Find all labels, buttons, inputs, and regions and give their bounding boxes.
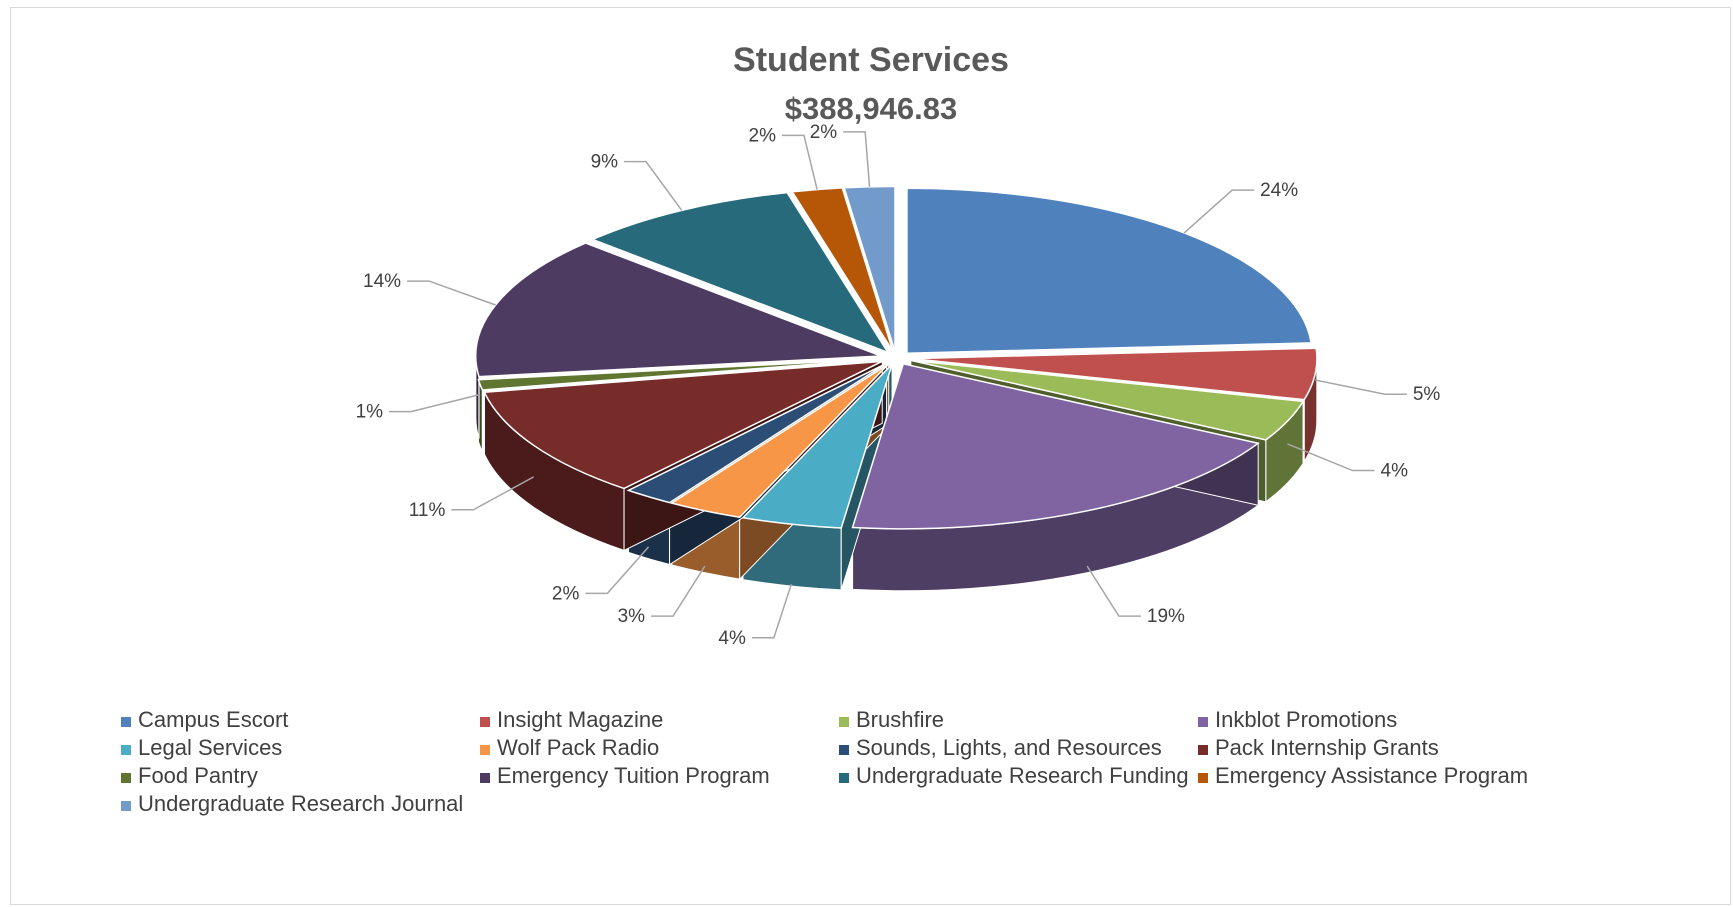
legend-swatch-emergency-assistance-program	[1198, 773, 1208, 783]
data-label-food-pantry: 1%	[356, 402, 384, 423]
data-label-brushfire: 4%	[1381, 461, 1409, 482]
legend-label-undergraduate-research-funding: Undergraduate Research Funding	[856, 763, 1189, 788]
slice-pack-internship-grants	[483, 360, 883, 490]
leader-line-pack-internship-grants	[451, 476, 534, 511]
slice-wolf-pack-radio	[669, 363, 890, 519]
pie-top-faces	[475, 185, 1318, 530]
chart-area: Student Services $388,946.83 24% 5% 4% 19% 4…	[10, 7, 1731, 905]
data-label-pack-internship-grants: 11%	[409, 500, 446, 521]
leader-line-campus-escort	[1183, 189, 1255, 234]
legend-swatch-legal-services	[121, 745, 131, 755]
data-label-sounds-lights-and-resources: 2%	[552, 583, 580, 604]
legend-label-undergraduate-research-journal: Undergraduate Research Journal	[138, 791, 463, 816]
legend-label-insight-magazine: Insight Magazine	[497, 707, 663, 732]
slice-brushfire	[910, 359, 1305, 441]
data-labels: 24% 5% 4% 19% 4% 3% 2% 11% 1% 14% 9% 2% 2%	[356, 122, 1441, 649]
leader-line-wolf-pack-radio	[651, 565, 706, 617]
leader-line-brushfire	[1287, 443, 1375, 472]
legend-swatch-undergraduate-research-journal	[121, 801, 131, 811]
legend-label-emergency-tuition-program: Emergency Tuition Program	[497, 763, 770, 788]
leader-line-undergraduate-research-funding	[624, 160, 683, 211]
data-label-emergency-assistance-program: 2%	[749, 125, 777, 146]
chart-title: Student Services	[733, 41, 1009, 79]
legend-label-brushfire: Brushfire	[856, 707, 944, 732]
leader-line-emergency-assistance-program	[781, 134, 818, 190]
chart-subtitle: $388,946.83	[785, 91, 957, 126]
legend: Campus Escort Insight Magazine Brushfire In…	[121, 707, 1528, 816]
leader-line-emergency-tuition-program	[407, 280, 496, 306]
slice-food-pantry	[477, 358, 881, 391]
legend-label-campus-escort: Campus Escort	[138, 707, 288, 732]
data-label-insight-magazine: 5%	[1413, 384, 1441, 405]
legend-swatch-pack-internship-grants	[1198, 745, 1208, 755]
legend-swatch-brushfire	[839, 717, 849, 727]
legend-label-food-pantry: Food Pantry	[138, 763, 258, 788]
legend-swatch-wolf-pack-radio	[480, 745, 490, 755]
legend-swatch-insight-magazine	[480, 717, 490, 727]
legend-label-inkblot-promotions: Inkblot Promotions	[1215, 707, 1397, 732]
legend-label-pack-internship-grants: Pack Internship Grants	[1215, 735, 1439, 760]
legend-swatch-campus-escort	[121, 717, 131, 727]
legend-label-emergency-assistance-program: Emergency Assistance Program	[1215, 763, 1528, 788]
leader-line-inkblot-promotions	[1086, 565, 1141, 617]
legend-label-wolf-pack-radio: Wolf Pack Radio	[497, 735, 659, 760]
legend-swatch-food-pantry	[121, 773, 131, 783]
leader-line-insight-magazine	[1314, 379, 1407, 395]
legend-label-legal-services: Legal Services	[138, 735, 282, 760]
data-label-undergraduate-research-funding: 9%	[591, 152, 619, 173]
legend-swatch-emergency-tuition-program	[480, 773, 490, 783]
data-label-inkblot-promotions: 19%	[1147, 606, 1185, 627]
legend-swatch-undergraduate-research-funding	[839, 773, 849, 783]
leader-line-undergraduate-research-journal	[843, 131, 871, 187]
leader-line-sounds-lights-and-resources	[585, 546, 650, 595]
data-label-emergency-tuition-program: 14%	[363, 271, 401, 292]
data-label-legal-services: 4%	[718, 628, 746, 649]
slice-inkblot-promotions	[851, 362, 1260, 530]
slice-legal-services	[741, 363, 893, 529]
data-label-campus-escort: 24%	[1260, 180, 1298, 201]
legend-swatch-sounds-lights-and-resources	[839, 745, 849, 755]
slice-sounds-lights-and-resources	[626, 362, 888, 504]
legend-swatch-inkblot-promotions	[1198, 717, 1208, 727]
data-label-undergraduate-research-journal: 2%	[810, 122, 838, 143]
legend-label-sounds-lights-and-resources: Sounds, Lights, and Resources	[856, 735, 1162, 760]
leader-line-legal-services	[751, 583, 793, 639]
leader-line-food-pantry	[389, 393, 481, 413]
slice-insight-magazine	[911, 347, 1318, 401]
slice-campus-escort	[906, 187, 1313, 355]
slice-emergency-assistance-program	[791, 187, 894, 352]
pie-chart: Student Services $388,946.83 24% 5% 4% 19% 4…	[121, 41, 1528, 816]
data-label-wolf-pack-radio: 3%	[618, 606, 646, 627]
